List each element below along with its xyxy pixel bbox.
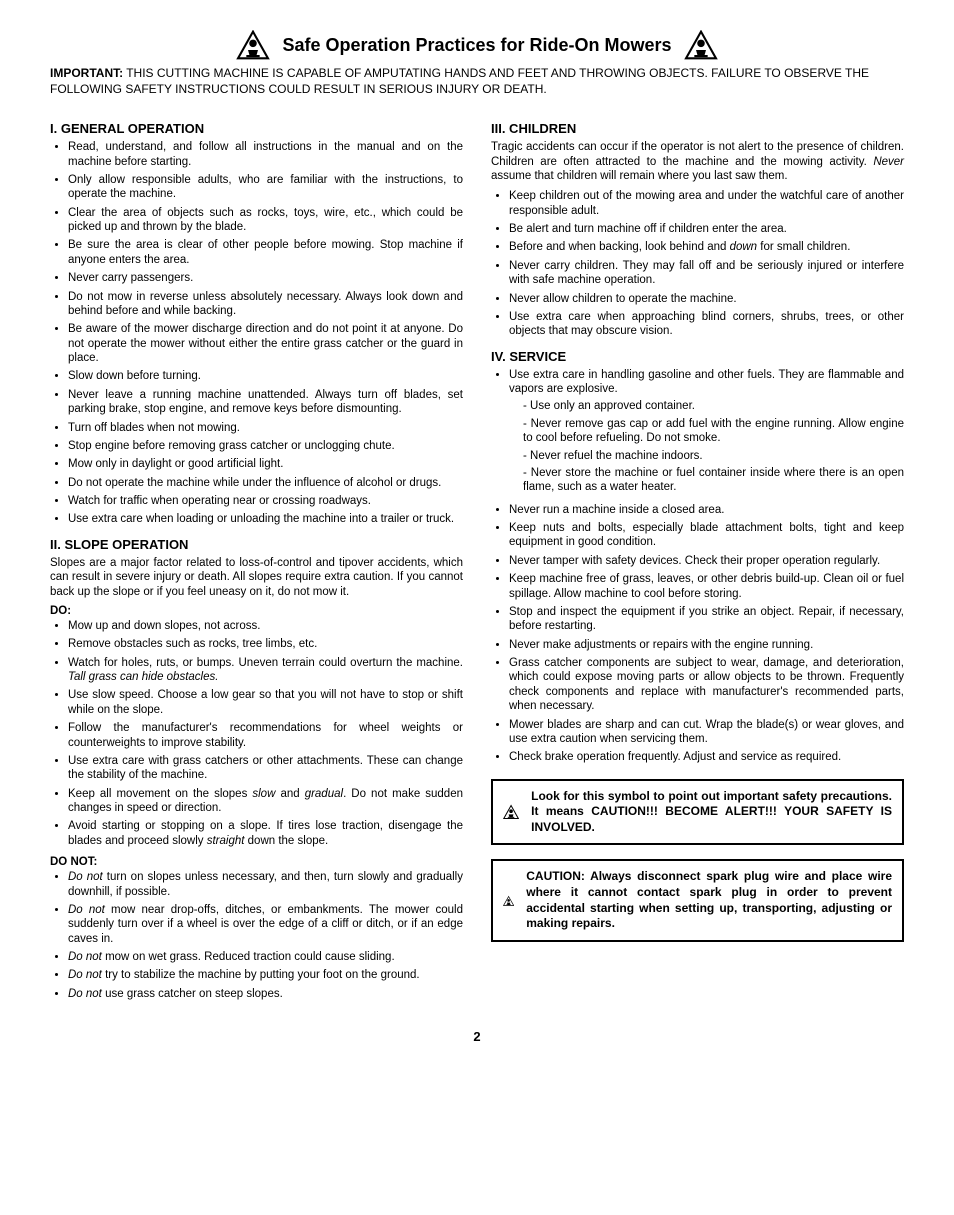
list-item: Never make adjustments or repairs with t… — [509, 638, 904, 652]
list-item: Use only an approved container. — [523, 399, 904, 413]
list-item: Never leave a running machine unattended… — [68, 388, 463, 417]
warning-icon — [684, 30, 718, 60]
section-1-list: Read, understand, and follow all instruc… — [50, 140, 463, 527]
list-item: Be sure the area is clear of other peopl… — [68, 238, 463, 267]
list-item: Never tamper with safety devices. Check … — [509, 554, 904, 568]
list-item: Only allow responsible adults, who are f… — [68, 173, 463, 202]
list-item: Do not turn on slopes unless necessary, … — [68, 870, 463, 899]
important-notice: IMPORTANT: THIS CUTTING MACHINE IS CAPAB… — [50, 66, 904, 97]
list-item: Grass catcher components are subject to … — [509, 656, 904, 714]
section-4-heading: IV. SERVICE — [491, 349, 904, 364]
list-item: Watch for holes, ruts, or bumps. Uneven … — [68, 656, 463, 685]
page-title-row: Safe Operation Practices for Ride-On Mow… — [50, 30, 904, 60]
important-label: IMPORTANT: — [50, 66, 123, 80]
list-item: Mow up and down slopes, not across. — [68, 619, 463, 633]
list-item: Use extra care with grass catchers or ot… — [68, 754, 463, 783]
left-column: I. GENERAL OPERATION Read, understand, a… — [50, 111, 463, 1009]
list-item: Do not use grass catcher on steep slopes… — [68, 987, 463, 1001]
list-item: Do not mow near drop-offs, ditches, or e… — [68, 903, 463, 946]
section-3-heading: III. CHILDREN — [491, 121, 904, 136]
caution-box-1: Look for this symbol to point out import… — [491, 779, 904, 846]
list-item: Slow down before turning. — [68, 369, 463, 383]
section-3-intro: Tragic accidents can occur if the operat… — [491, 140, 904, 183]
list-item: Do not operate the machine while under t… — [68, 476, 463, 490]
list-item: Mow only in daylight or good artificial … — [68, 457, 463, 471]
list-item: Keep nuts and bolts, especially blade at… — [509, 521, 904, 550]
list-item: Stop engine before removing grass catche… — [68, 439, 463, 453]
section-2-heading: II. SLOPE OPERATION — [50, 537, 463, 552]
list-item: Stop and inspect the equipment if you st… — [509, 605, 904, 634]
section-4-list: Use extra care in handling gasoline and … — [491, 368, 904, 495]
list-item: Keep all movement on the slopes slow and… — [68, 787, 463, 816]
section-2-intro: Slopes are a major factor related to los… — [50, 556, 463, 599]
list-item: Do not mow on wet grass. Reduced tractio… — [68, 950, 463, 964]
list-item: Use extra care when approaching blind co… — [509, 310, 904, 339]
section-1-heading: I. GENERAL OPERATION — [50, 121, 463, 136]
list-item: Be aware of the mower discharge directio… — [68, 322, 463, 365]
list-item: Keep machine free of grass, leaves, or o… — [509, 572, 904, 601]
section-4-list-rest: Never run a machine inside a closed area… — [491, 503, 904, 765]
list-item: Watch for traffic when operating near or… — [68, 494, 463, 508]
important-text: THIS CUTTING MACHINE IS CAPABLE OF AMPUT… — [50, 66, 869, 96]
fuel-lead-text: Use extra care in handling gasoline and … — [509, 369, 904, 395]
list-item: Turn off blades when not mowing. — [68, 421, 463, 435]
fuel-lead: Use extra care in handling gasoline and … — [509, 368, 904, 495]
list-item: Never allow children to operate the mach… — [509, 292, 904, 306]
list-item: Clear the area of objects such as rocks,… — [68, 206, 463, 235]
list-item: Use slow speed. Choose a low gear so tha… — [68, 688, 463, 717]
fuel-sublist: Use only an approved container. Never rem… — [509, 399, 904, 494]
page-title: Safe Operation Practices for Ride-On Mow… — [282, 35, 671, 56]
list-item: Never carry children. They may fall off … — [509, 259, 904, 288]
list-item: Use extra care when loading or unloading… — [68, 512, 463, 526]
page-number: 2 — [50, 1029, 904, 1044]
list-item: Never refuel the machine indoors. — [523, 449, 904, 463]
donot-list: Do not turn on slopes unless necessary, … — [50, 870, 463, 1001]
section-3-list: Keep children out of the mowing area and… — [491, 189, 904, 338]
list-item: Keep children out of the mowing area and… — [509, 189, 904, 218]
warning-icon — [236, 30, 270, 60]
warning-icon — [503, 797, 519, 827]
list-item: Be alert and turn machine off if childre… — [509, 222, 904, 236]
list-item: Never remove gas cap or add fuel with th… — [523, 417, 904, 446]
caution-box-2: CAUTION: Always disconnect spark plug wi… — [491, 859, 904, 941]
list-item: Do not mow in reverse unless absolutely … — [68, 290, 463, 319]
list-item: Do not try to stabilize the machine by p… — [68, 968, 463, 982]
list-item: Never store the machine or fuel containe… — [523, 466, 904, 495]
list-item: Avoid starting or stopping on a slope. I… — [68, 819, 463, 848]
do-list: Mow up and down slopes, not across. Remov… — [50, 619, 463, 848]
list-item: Read, understand, and follow all instruc… — [68, 140, 463, 169]
warning-icon — [503, 886, 514, 916]
donot-label: DO NOT: — [50, 856, 463, 868]
list-item: Check brake operation frequently. Adjust… — [509, 750, 904, 764]
caution-2-text: CAUTION: Always disconnect spark plug wi… — [526, 869, 892, 931]
right-column: III. CHILDREN Tragic accidents can occur… — [491, 111, 904, 1009]
do-label: DO: — [50, 605, 463, 617]
list-item: Never run a machine inside a closed area… — [509, 503, 904, 517]
list-item: Never carry passengers. — [68, 271, 463, 285]
caution-1-text: Look for this symbol to point out import… — [531, 789, 892, 836]
list-item: Remove obstacles such as rocks, tree lim… — [68, 637, 463, 651]
list-item: Before and when backing, look behind and… — [509, 240, 904, 254]
list-item: Follow the manufacturer's recommendation… — [68, 721, 463, 750]
list-item: Mower blades are sharp and can cut. Wrap… — [509, 718, 904, 747]
